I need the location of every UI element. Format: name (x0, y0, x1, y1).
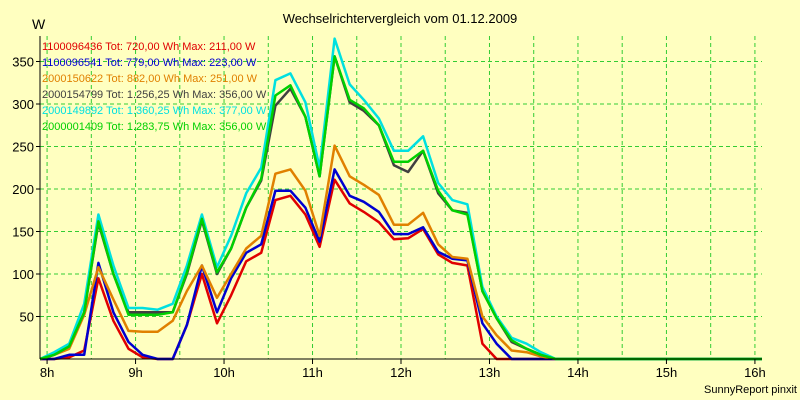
y-tick-label: 250 (12, 140, 34, 155)
y-tick-label: 100 (12, 267, 34, 282)
x-tick-label: 8h (40, 365, 54, 380)
x-tick-label: 13h (479, 365, 501, 380)
legend-entry-2000150622: 2000150622 Tot: 882,00 Wh Max: 251,00 W (42, 73, 258, 85)
x-tick-label: 14h (567, 365, 589, 380)
legend-entry-2000154799: 2000154799 Tot: 1.256,25 Wh Max: 356,00 … (42, 89, 267, 101)
chart-title: Wechselrichtervergleich vom 01.12.2009 (283, 11, 518, 26)
x-tick-label: 10h (213, 365, 235, 380)
y-axis-unit-label: W (32, 16, 46, 32)
legend-entry-1100096541: 1100096541 Tot: 779,00 Wh Max: 223,00 W (42, 57, 257, 69)
x-tick-label: 9h (128, 365, 142, 380)
y-tick-label: 50 (20, 310, 34, 325)
x-tick-label: 11h (302, 365, 323, 380)
legend-entry-1100096436: 1100096436 Tot: 720,00 Wh Max: 211,00 W (42, 41, 256, 53)
y-tick-label: 150 (12, 225, 34, 240)
y-tick-label: 350 (12, 55, 34, 70)
x-tick-label: 12h (390, 365, 412, 380)
y-tick-label: 300 (12, 97, 34, 112)
legend: 1100096436 Tot: 720,00 Wh Max: 211,00 W 1… (42, 41, 267, 133)
axes: 50 100 150 200 250 300 350 8h 9h 10h 11h 12h 13h 14h 1… (12, 36, 766, 380)
footer-credit: SunnyReport pinxit (704, 384, 797, 396)
x-tick-label: 16h (744, 365, 766, 380)
legend-entry-2000149892: 2000149892 Tot: 1.360,25 Wh Max: 377,00 … (42, 105, 267, 117)
legend-entry-2000001409: 2000001409 Tot: 1.283,75 Wh Max: 356,00 … (42, 121, 267, 133)
y-tick-label: 200 (12, 182, 34, 197)
x-tick-label: 15h (656, 365, 678, 380)
